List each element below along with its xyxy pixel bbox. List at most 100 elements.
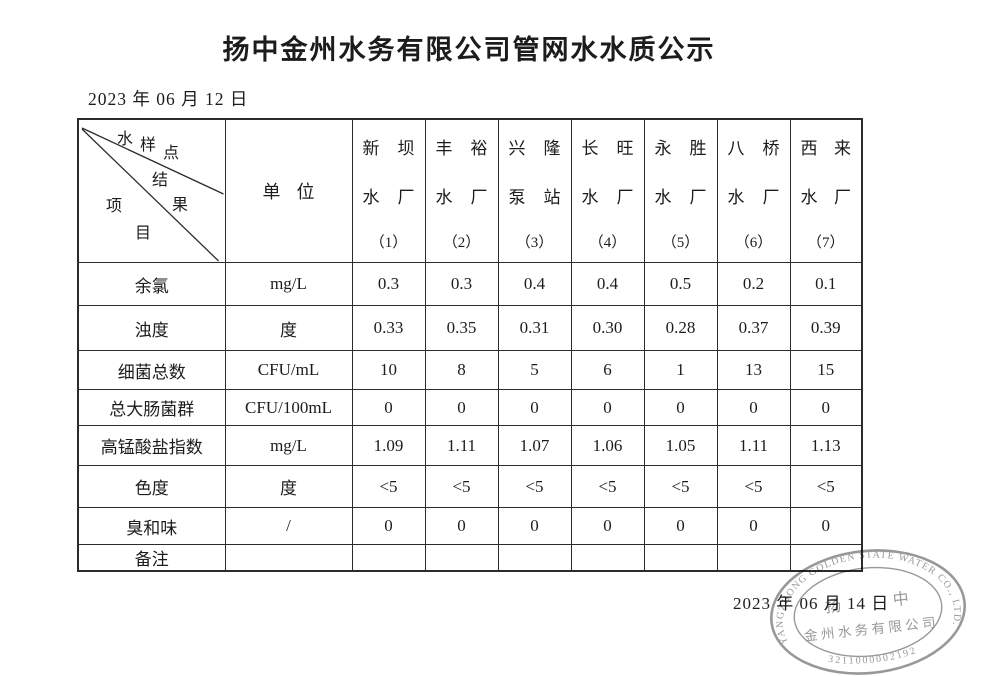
value-cell: 0	[643, 507, 718, 545]
value-cell: 0	[643, 389, 718, 426]
seal-top-text: 中	[892, 590, 910, 610]
value-cell: 6	[570, 350, 645, 390]
corner-header-cell: 水 样 点 结 果 项 目	[77, 118, 226, 263]
value-cell: 0	[351, 507, 426, 545]
seal-inner-ring	[793, 566, 943, 658]
table-row: 高锰酸盐指数 mg/L 1.09 1.11 1.07 1.06 1.05 1.1…	[77, 425, 863, 466]
table-row: 备注	[77, 544, 863, 572]
value-cell: 0.4	[497, 262, 572, 306]
value-cell: 8	[424, 350, 499, 390]
value-cell	[789, 544, 863, 572]
value-cell	[424, 544, 499, 572]
corner-label-item: 项	[106, 198, 123, 215]
report-date: 2023 年 06 月 12 日	[88, 89, 249, 109]
value-cell: 0	[789, 389, 863, 426]
value-cell: 1	[643, 350, 718, 390]
value-cell: 0.37	[716, 305, 791, 351]
plant-column-header: 兴隆 泵站 （3）	[497, 118, 572, 263]
value-cell: 0.39	[789, 305, 863, 351]
row-label: 色度	[77, 465, 226, 508]
value-cell: 0.3	[351, 262, 426, 306]
value-cell: 0.30	[570, 305, 645, 351]
value-cell: 0.35	[424, 305, 499, 351]
diagonal-divider	[81, 127, 224, 262]
value-cell: 1.11	[424, 425, 499, 466]
value-cell: 0	[351, 389, 426, 426]
value-cell: 15	[789, 350, 863, 390]
value-cell: 1.11	[716, 425, 791, 466]
seal-outer-ring	[770, 549, 966, 675]
value-cell: 0.2	[716, 262, 791, 306]
value-cell: 0.33	[351, 305, 426, 351]
value-cell: 0	[424, 389, 499, 426]
row-label: 细菌总数	[77, 350, 226, 390]
value-cell: 0	[716, 507, 791, 545]
value-cell: 0	[570, 507, 645, 545]
value-cell: 1.07	[497, 425, 572, 466]
table-row: 总大肠菌群 CFU/100mL 0 0 0 0 0 0 0	[77, 389, 863, 426]
value-cell: <5	[716, 465, 791, 508]
unit-cell: 度	[224, 305, 353, 351]
corner-label-result: 果	[172, 197, 189, 214]
corner-label-item: 目	[135, 225, 152, 242]
value-cell: 1.06	[570, 425, 645, 466]
value-cell: <5	[643, 465, 718, 508]
header-row: 水 样 点 结 果 项 目 单 位 新坝 水厂	[77, 118, 863, 263]
value-cell: <5	[351, 465, 426, 508]
row-label: 备注	[77, 544, 226, 572]
unit-cell	[224, 544, 353, 572]
value-cell: <5	[789, 465, 863, 508]
row-label: 浊度	[77, 305, 226, 351]
unit-cell: mg/L	[224, 262, 353, 306]
row-label: 臭和味	[77, 507, 226, 545]
table-row: 细菌总数 CFU/mL 10 8 5 6 1 13 15	[77, 350, 863, 390]
value-cell: 0	[497, 389, 572, 426]
value-cell: 10	[351, 350, 426, 390]
plant-column-header: 长旺 水厂 （4）	[570, 118, 645, 263]
table-row: 色度 度 <5 <5 <5 <5 <5 <5 <5	[77, 465, 863, 508]
value-cell: 0.3	[424, 262, 499, 306]
value-cell	[351, 544, 426, 572]
corner-label-sample-point: 水	[117, 131, 134, 148]
corner-label-result: 结	[152, 172, 169, 189]
unit-cell: /	[224, 507, 353, 545]
value-cell: 0	[716, 389, 791, 426]
value-cell: 0	[497, 507, 572, 545]
value-cell: 5	[497, 350, 572, 390]
unit-cell: CFU/100mL	[224, 389, 353, 426]
plant-column-header: 八桥 水厂 （6）	[716, 118, 791, 263]
plant-column-header: 永胜 水厂 （5）	[643, 118, 718, 263]
unit-cell: mg/L	[224, 425, 353, 466]
seal-top-text: 扬	[824, 597, 842, 617]
value-cell: 0.28	[643, 305, 718, 351]
value-cell	[570, 544, 645, 572]
value-cell: <5	[424, 465, 499, 508]
unit-cell: CFU/mL	[224, 350, 353, 390]
value-cell: 1.05	[643, 425, 718, 466]
value-cell: 1.13	[789, 425, 863, 466]
value-cell: 0	[789, 507, 863, 545]
table-row: 臭和味 / 0 0 0 0 0 0 0	[77, 507, 863, 545]
value-cell: 0.4	[570, 262, 645, 306]
value-cell	[643, 544, 718, 572]
row-label: 余氯	[77, 262, 226, 306]
value-cell: 0.1	[789, 262, 863, 306]
table-row: 余氯 mg/L 0.3 0.3 0.4 0.4 0.5 0.2 0.1	[77, 262, 863, 306]
plant-column-header: 新坝 水厂 （1）	[351, 118, 426, 263]
company-seal: YANGZHONG GOLDEN STATE WATER CO., LTD. 3…	[768, 548, 966, 675]
plant-column-header: 丰裕 水厂 （2）	[424, 118, 499, 263]
seal-company-name: 金州水务有限公司	[803, 615, 936, 644]
value-cell: 0.31	[497, 305, 572, 351]
value-cell: 13	[716, 350, 791, 390]
value-cell: 0.5	[643, 262, 718, 306]
row-label: 高锰酸盐指数	[77, 425, 226, 466]
table-row: 浊度 度 0.33 0.35 0.31 0.30 0.28 0.37 0.39	[77, 305, 863, 351]
value-cell: <5	[497, 465, 572, 508]
value-cell: <5	[570, 465, 645, 508]
value-cell	[497, 544, 572, 572]
value-cell: 1.09	[351, 425, 426, 466]
page-title: 扬中金州水务有限公司管网水水质公示	[222, 35, 716, 65]
unit-column-header: 单 位	[224, 118, 353, 263]
value-cell: 0	[424, 507, 499, 545]
